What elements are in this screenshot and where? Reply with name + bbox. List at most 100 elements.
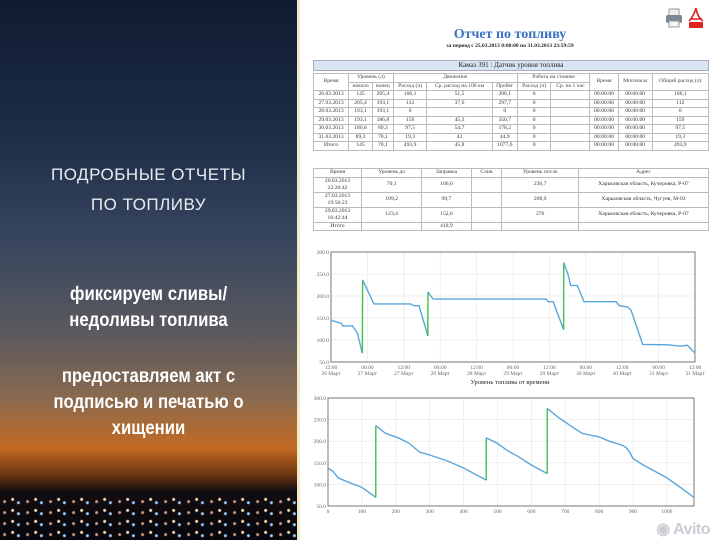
- table-cell: [426, 107, 493, 117]
- table-row: 26.03.2013 22:20:42 70,1 166,6 236,7 Харьков…: [313, 176, 709, 193]
- col-subheader: Пробег: [491, 81, 518, 91]
- table-cell: 193,1: [371, 107, 394, 117]
- table-cell: 27.03.2013: [312, 98, 350, 108]
- table-cell: 0: [516, 90, 552, 100]
- x-tick-label: 0: [327, 509, 330, 515]
- x-tick-label: 30 Март: [613, 371, 633, 377]
- table-cell: 0: [516, 98, 552, 108]
- table-cell: 44,9: [491, 132, 518, 142]
- table-cell: 193,1: [371, 98, 394, 108]
- y-tick-label: 100.0: [317, 338, 330, 344]
- promo-point-act: предоставляем акт с подписью и печатью о…: [18, 364, 279, 442]
- col-header: Время: [589, 73, 619, 91]
- x-tick-label: 12:00: [616, 365, 629, 371]
- table-cell: 43: [426, 132, 493, 142]
- col-header: Слив: [470, 168, 503, 178]
- x-tick-label: 31 Март: [649, 371, 669, 377]
- table-row: 29.03.2013 193,1 186,8 159 45,3 350,7 0 00:00:0…: [312, 115, 710, 125]
- report-period: за период с 25.03.2013 0:00:00 по 31.03.…: [446, 43, 574, 49]
- fuel-level-line: [361, 279, 429, 337]
- x-tick-label: 12:00: [543, 365, 556, 371]
- x-tick-label: 600: [527, 509, 536, 515]
- x-tick-label: 28 Март: [431, 371, 451, 377]
- pdf-icon[interactable]: [688, 7, 704, 29]
- col-subheader: Ср. на 1 час: [550, 81, 591, 91]
- table-cell: 00:00:00: [589, 124, 619, 134]
- table-cell: 145: [348, 141, 373, 151]
- table-cell: 276: [501, 206, 579, 223]
- table-cell: 37,6: [426, 98, 493, 108]
- table-cell: 28.03.2013: [312, 107, 350, 117]
- table-cell: Итого: [313, 221, 362, 231]
- fuel-level-line: [330, 319, 363, 354]
- plot-frame: [330, 251, 696, 363]
- table-cell: 00:00:00: [617, 141, 653, 151]
- y-tick-label: 200.0: [317, 294, 330, 300]
- table-cell: 51,5: [426, 90, 493, 100]
- col-header: Адрес: [578, 168, 709, 178]
- table-cell: 00:00:00: [617, 132, 653, 142]
- table-cell: [470, 206, 503, 223]
- fuel-level-line: [563, 262, 696, 354]
- table-cell: 493,9: [651, 141, 710, 151]
- col-header: Работа на стоянке: [516, 73, 591, 83]
- table-cell: 193,1: [348, 107, 373, 117]
- table-cell: 0: [516, 115, 552, 125]
- table-row: Итого 418,9: [313, 221, 709, 231]
- printer-icon[interactable]: [665, 8, 683, 28]
- x-tick-label: 31 Март: [685, 371, 705, 377]
- x-tick-label: 28 Март: [467, 371, 487, 377]
- table-cell: 97,5: [651, 124, 710, 134]
- x-tick-label: 800: [595, 509, 604, 515]
- table-row: 30.03.2013 186,8 89,3 97,5 54,7 178,2 0 00:00:0…: [312, 124, 710, 134]
- table-cell: 00:00:00: [589, 107, 619, 117]
- x-tick-label: 700: [561, 509, 570, 515]
- table-row: 27.03.2013 205,4 193,1 112 37,6 297,7 0 00:00:0…: [312, 98, 710, 108]
- y-tick-label: 250.0: [317, 272, 330, 278]
- y-tick-label: 50.0: [319, 360, 329, 366]
- plot-frame: [327, 397, 695, 507]
- table-cell: 45,3: [426, 115, 493, 125]
- table-cell: Харьковская область, Кучеровка, Р-07: [578, 206, 709, 223]
- x-tick-label: 1000: [661, 509, 672, 515]
- table-cell: 1077,6: [491, 141, 518, 151]
- avito-watermark: ◉ Avito: [656, 521, 710, 538]
- table-cell: 26.03.2013 22:20:42: [313, 176, 362, 193]
- col-header: Уровень после: [501, 168, 579, 178]
- table-cell: 99,7: [421, 191, 472, 208]
- table-row: 27.03.2013 19:56:23 109,2 99,7 208,9 Харьков…: [313, 191, 709, 208]
- vehicle-sensor-banner: Камаз 391 : Датчик уровня топлива: [313, 60, 709, 71]
- divider: [297, 0, 300, 540]
- fuel-level-line: [327, 467, 377, 498]
- chart-caption: Уровень топлива от времени: [470, 379, 550, 386]
- fuel-level-line: [546, 407, 695, 498]
- table-cell: [470, 176, 503, 193]
- table-cell: 70,1: [360, 176, 423, 193]
- table-cell: [550, 115, 591, 125]
- x-tick-label: 500: [493, 509, 502, 515]
- point-line: фиксируем сливы/: [69, 284, 228, 305]
- city-lights: [0, 495, 297, 540]
- table-cell: 109,2: [360, 191, 423, 208]
- table-cell: 186,8: [371, 115, 394, 125]
- x-tick-label: 27 Март: [358, 371, 378, 377]
- x-tick-label: 00:00: [434, 365, 447, 371]
- table-cell: 106,1: [392, 90, 428, 100]
- table-cell: Харьковская область, Чугуев, М-03: [578, 191, 709, 208]
- table-cell: 112: [651, 98, 710, 108]
- table-row: 29.03.2013 16:42:44 123,4 152,6 276 Харьковс…: [313, 206, 709, 223]
- col-header: Уровень до: [360, 168, 423, 178]
- x-tick-label: 400: [459, 509, 468, 515]
- table-cell: 186,8: [348, 124, 373, 134]
- table-cell: 205,4: [348, 98, 373, 108]
- col-header: Заправка: [421, 168, 472, 178]
- col-header: Движение: [392, 73, 518, 83]
- y-tick-label: 150.0: [317, 316, 330, 322]
- table-cell: 89,3: [348, 132, 373, 142]
- table-cell: 493,9: [392, 141, 428, 151]
- table-cell: [501, 221, 579, 231]
- table-cell: Харьковская область, Кучеровка, Р-07: [578, 176, 709, 193]
- table-cell: [470, 191, 503, 208]
- promo-heading: ПОДРОБНЫЕ ОТЧЕТЫ ПО ТОПЛИВУ: [0, 160, 297, 220]
